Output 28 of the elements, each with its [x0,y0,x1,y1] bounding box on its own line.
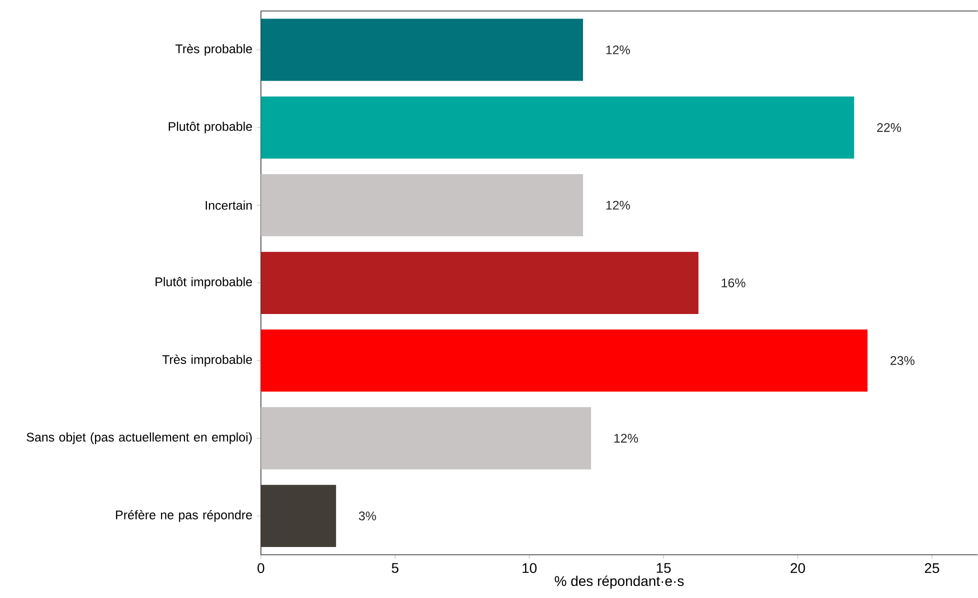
y-tick-label: Incertain [206,200,252,210]
data-label: 16% [722,278,746,288]
y-tick-label: Très improbable [162,354,252,367]
y-tick-label: Préfère ne pas répondre [116,510,252,522]
y-tick-label: Très probable [175,44,252,56]
x-tick-label: 20 [790,563,805,574]
y-tick-label: Sans objet (pas actuellement en emploi) [26,432,252,444]
x-tick-label: 0 [258,563,264,574]
x-tick-label: 10 [522,563,537,574]
bar [260,174,584,236]
x-tick-label: 15 [656,563,671,574]
data-label: 12% [606,200,630,210]
bar [260,252,698,314]
bar [260,484,336,548]
bar [260,330,868,392]
y-tick-label: Plutôt improbable [156,277,252,289]
data-label: 23% [890,356,914,366]
data-label: 12% [614,434,638,443]
y-tick-label: Plutôt probable [168,122,252,134]
data-label: 3% [358,512,376,520]
bar [260,96,854,159]
data-label: 12% [606,46,630,54]
bar [260,18,584,82]
x-axis-title: % des répondant·e·s [554,576,684,589]
bar [260,407,592,470]
data-label: 22% [877,123,902,132]
x-tick-label: 5 [392,563,398,574]
x-tick-label: 25 [924,563,940,574]
